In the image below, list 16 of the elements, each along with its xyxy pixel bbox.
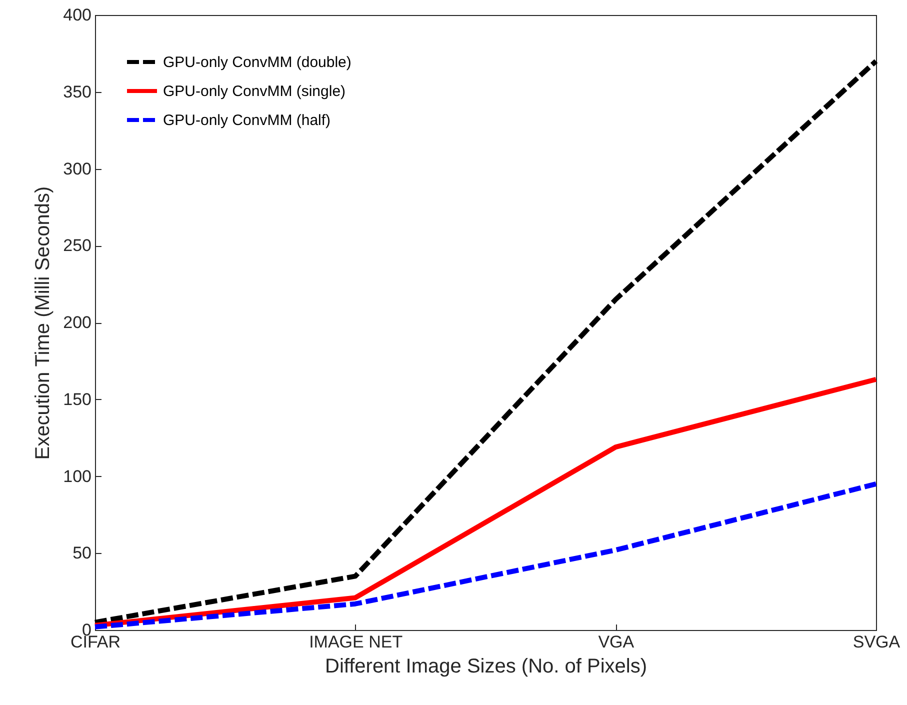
x-tick-label: SVGA [852,632,901,652]
y-tick-label: 350 [63,82,92,102]
x-tick-label: IMAGE NET [309,632,403,652]
y-tick-label: 50 [72,544,92,563]
legend-label: GPU-only ConvMM (single) [163,83,346,100]
y-tick-label: 400 [63,6,92,24]
x-axis-title: Different Image Sizes (No. of Pixels) [325,656,647,678]
y-tick-label: 200 [63,313,92,332]
legend-label: GPU-only ConvMM (double) [163,54,352,71]
y-tick-label: 150 [63,390,92,409]
y-tick-label: 250 [63,236,92,256]
legend-label: GPU-only ConvMM (half) [163,112,331,129]
y-tick-label: 300 [63,159,92,178]
y-tick-label: 100 [63,466,92,486]
x-tick-label: VGA [598,632,635,652]
y-axis-title: Execution Time (Milli Seconds) [32,186,54,460]
